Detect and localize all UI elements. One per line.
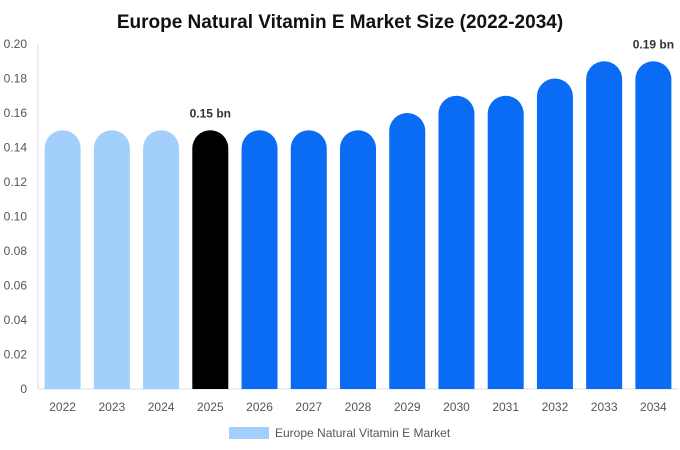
y-tick-label: 0.12 [4,175,28,189]
legend-swatch [229,427,269,439]
y-axis-ticks: 0 0.02 0.04 0.06 0.08 0.10 0.12 0.14 0.16 0.18 0.2… [4,37,28,396]
legend-label: Europe Natural Vitamin E Market [275,426,451,440]
bar-2028[interactable] [340,130,376,390]
x-tick-label: 2028 [345,400,372,414]
y-tick-label: 0.18 [4,72,28,86]
bar-2027[interactable] [290,130,327,390]
bar-2025[interactable] [192,130,229,390]
x-tick-label: 2034 [640,400,667,414]
y-tick-label: 0.14 [4,141,28,155]
bars [44,61,672,390]
y-tick-label: 0.10 [4,210,28,224]
data-label-2025: 0.15 bn [190,106,231,120]
x-tick-label: 2025 [197,400,224,414]
data-label-2034: 0.19 bn [633,37,674,51]
x-tick-label: 2031 [492,400,519,414]
x-tick-label: 2027 [295,400,322,414]
x-tick-label: 2023 [98,400,125,414]
x-tick-label: 2024 [148,400,175,414]
x-tick-label: 2033 [591,400,618,414]
bar-2030[interactable] [438,95,475,389]
legend[interactable]: Europe Natural Vitamin E Market [229,426,451,440]
bar-2034[interactable] [635,61,672,389]
bar-2033[interactable] [586,61,623,389]
y-tick-label: 0.02 [4,348,28,362]
bar-2026[interactable] [241,130,278,390]
x-tick-label: 2032 [542,400,569,414]
bar-2023[interactable] [93,130,130,389]
bar-2032[interactable] [536,78,573,390]
bar-2022[interactable] [44,130,81,389]
y-tick-label: 0 [20,382,27,396]
x-tick-label: 2022 [49,400,76,414]
bar-2029[interactable] [389,113,426,389]
y-tick-label: 0.06 [4,279,28,293]
x-tick-label: 2030 [443,400,470,414]
y-tick-label: 0.16 [4,106,28,120]
x-axis-ticks: 2022 2023 2024 2025 2026 2027 2028 2029 2030 2031… [49,400,667,414]
y-tick-label: 0.04 [4,313,28,327]
data-labels: 0.15 bn 0.19 bn [190,37,674,120]
x-tick-label: 2026 [246,400,273,414]
x-tick-label: 2029 [394,400,421,414]
y-tick-label: 0.20 [4,37,28,51]
y-tick-label: 0.08 [4,244,28,258]
bar-2024[interactable] [143,130,180,390]
bar-2031[interactable] [487,95,524,389]
chart-title: Europe Natural Vitamin E Market Size (20… [117,12,563,33]
